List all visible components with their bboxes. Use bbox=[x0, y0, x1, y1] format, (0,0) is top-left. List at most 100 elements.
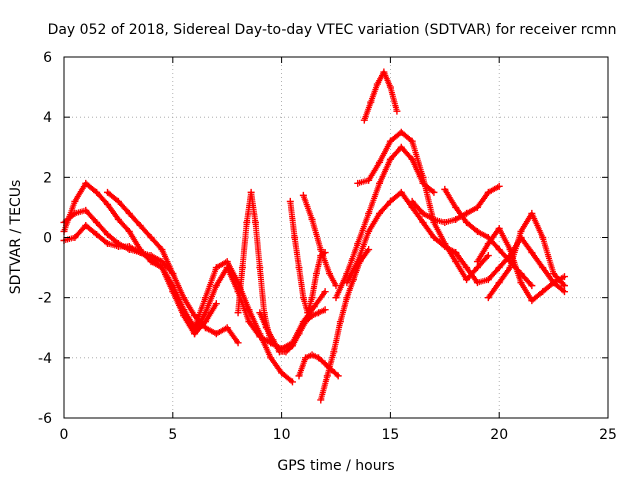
data-point bbox=[256, 330, 264, 338]
data-point bbox=[484, 294, 492, 302]
y-tick-label: -2 bbox=[38, 291, 52, 307]
y-tick-label: 6 bbox=[43, 50, 52, 66]
data-point bbox=[441, 243, 449, 251]
data-point bbox=[365, 176, 373, 184]
y-tick-label: 0 bbox=[43, 231, 52, 247]
data-point bbox=[223, 324, 231, 332]
data-point bbox=[473, 203, 481, 211]
data-point bbox=[380, 68, 388, 76]
series-trail bbox=[486, 212, 567, 300]
data-point bbox=[71, 234, 79, 241]
data-point bbox=[125, 209, 133, 217]
series-sat-m bbox=[332, 143, 438, 302]
data-point bbox=[82, 221, 90, 229]
data-point bbox=[539, 264, 547, 272]
data-point bbox=[473, 258, 481, 266]
data-point bbox=[234, 339, 242, 347]
series-trail bbox=[318, 248, 371, 402]
data-point bbox=[397, 143, 405, 151]
series-sat-p bbox=[343, 188, 460, 287]
data-point bbox=[473, 264, 481, 272]
data-point bbox=[104, 230, 112, 238]
data-point bbox=[517, 279, 525, 287]
data-point bbox=[104, 200, 112, 208]
data-point bbox=[365, 209, 373, 217]
data-point bbox=[71, 197, 79, 205]
data-point bbox=[354, 258, 362, 266]
data-point bbox=[223, 258, 231, 266]
data-point bbox=[299, 191, 307, 199]
data-point bbox=[441, 185, 449, 193]
data-point bbox=[367, 98, 375, 106]
data-point bbox=[93, 218, 101, 226]
data-point bbox=[430, 215, 438, 223]
data-point bbox=[212, 300, 220, 308]
data-point bbox=[262, 324, 270, 332]
data-point bbox=[376, 158, 384, 166]
data-point bbox=[212, 264, 220, 272]
data-point bbox=[430, 188, 438, 196]
data-point bbox=[299, 294, 307, 302]
data-point bbox=[238, 264, 246, 272]
data-point bbox=[463, 264, 471, 272]
y-tick-label: -4 bbox=[38, 351, 52, 367]
data-point bbox=[114, 215, 122, 223]
series-sat-i bbox=[286, 197, 329, 317]
data-point bbox=[463, 209, 471, 217]
data-point bbox=[463, 276, 471, 284]
data-point bbox=[550, 279, 558, 287]
data-point bbox=[473, 227, 481, 235]
data-point bbox=[321, 360, 329, 368]
data-point bbox=[408, 203, 416, 211]
data-point bbox=[304, 309, 312, 317]
chart-title: Day 052 of 2018, Sidereal Day-to-day VTE… bbox=[48, 22, 617, 38]
data-point bbox=[169, 270, 177, 278]
data-point bbox=[288, 342, 296, 350]
data-point bbox=[308, 312, 316, 320]
data-point bbox=[234, 309, 242, 317]
data-point bbox=[539, 288, 547, 296]
data-point bbox=[419, 209, 427, 217]
series-trail bbox=[361, 70, 400, 122]
x-tick-label: 15 bbox=[381, 427, 399, 443]
data-point bbox=[325, 270, 333, 278]
data-point bbox=[295, 330, 303, 338]
data-point bbox=[376, 179, 384, 187]
data-point bbox=[71, 209, 79, 217]
data-point bbox=[484, 252, 492, 260]
data-point bbox=[169, 282, 177, 290]
series-sat-u bbox=[484, 209, 568, 302]
data-point bbox=[245, 318, 253, 326]
data-point bbox=[365, 227, 373, 235]
data-point bbox=[315, 354, 323, 362]
data-point bbox=[343, 294, 351, 302]
x-tick-label: 5 bbox=[168, 427, 177, 443]
data-point bbox=[397, 128, 405, 136]
data-point bbox=[376, 209, 384, 217]
data-point bbox=[506, 246, 514, 254]
y-tick-label: 2 bbox=[43, 170, 52, 186]
data-point bbox=[365, 246, 373, 254]
data-point bbox=[158, 258, 166, 266]
data-point bbox=[267, 354, 275, 362]
data-point bbox=[419, 218, 427, 226]
data-point bbox=[247, 188, 255, 196]
y-tick-label: 4 bbox=[43, 110, 52, 126]
data-point bbox=[323, 372, 331, 380]
data-point bbox=[321, 288, 329, 296]
data-point bbox=[147, 252, 155, 260]
data-point bbox=[308, 215, 316, 223]
data-point bbox=[191, 324, 199, 332]
data-point bbox=[360, 116, 368, 124]
series-sat-t bbox=[473, 224, 568, 305]
data-point bbox=[495, 264, 503, 272]
data-point bbox=[452, 203, 460, 211]
data-point bbox=[269, 336, 277, 344]
data-point bbox=[386, 197, 394, 205]
data-point bbox=[528, 209, 536, 217]
data-point bbox=[256, 264, 264, 272]
data-point bbox=[373, 80, 381, 88]
grid bbox=[64, 57, 608, 418]
data-point bbox=[408, 197, 416, 205]
data-point bbox=[408, 137, 416, 145]
